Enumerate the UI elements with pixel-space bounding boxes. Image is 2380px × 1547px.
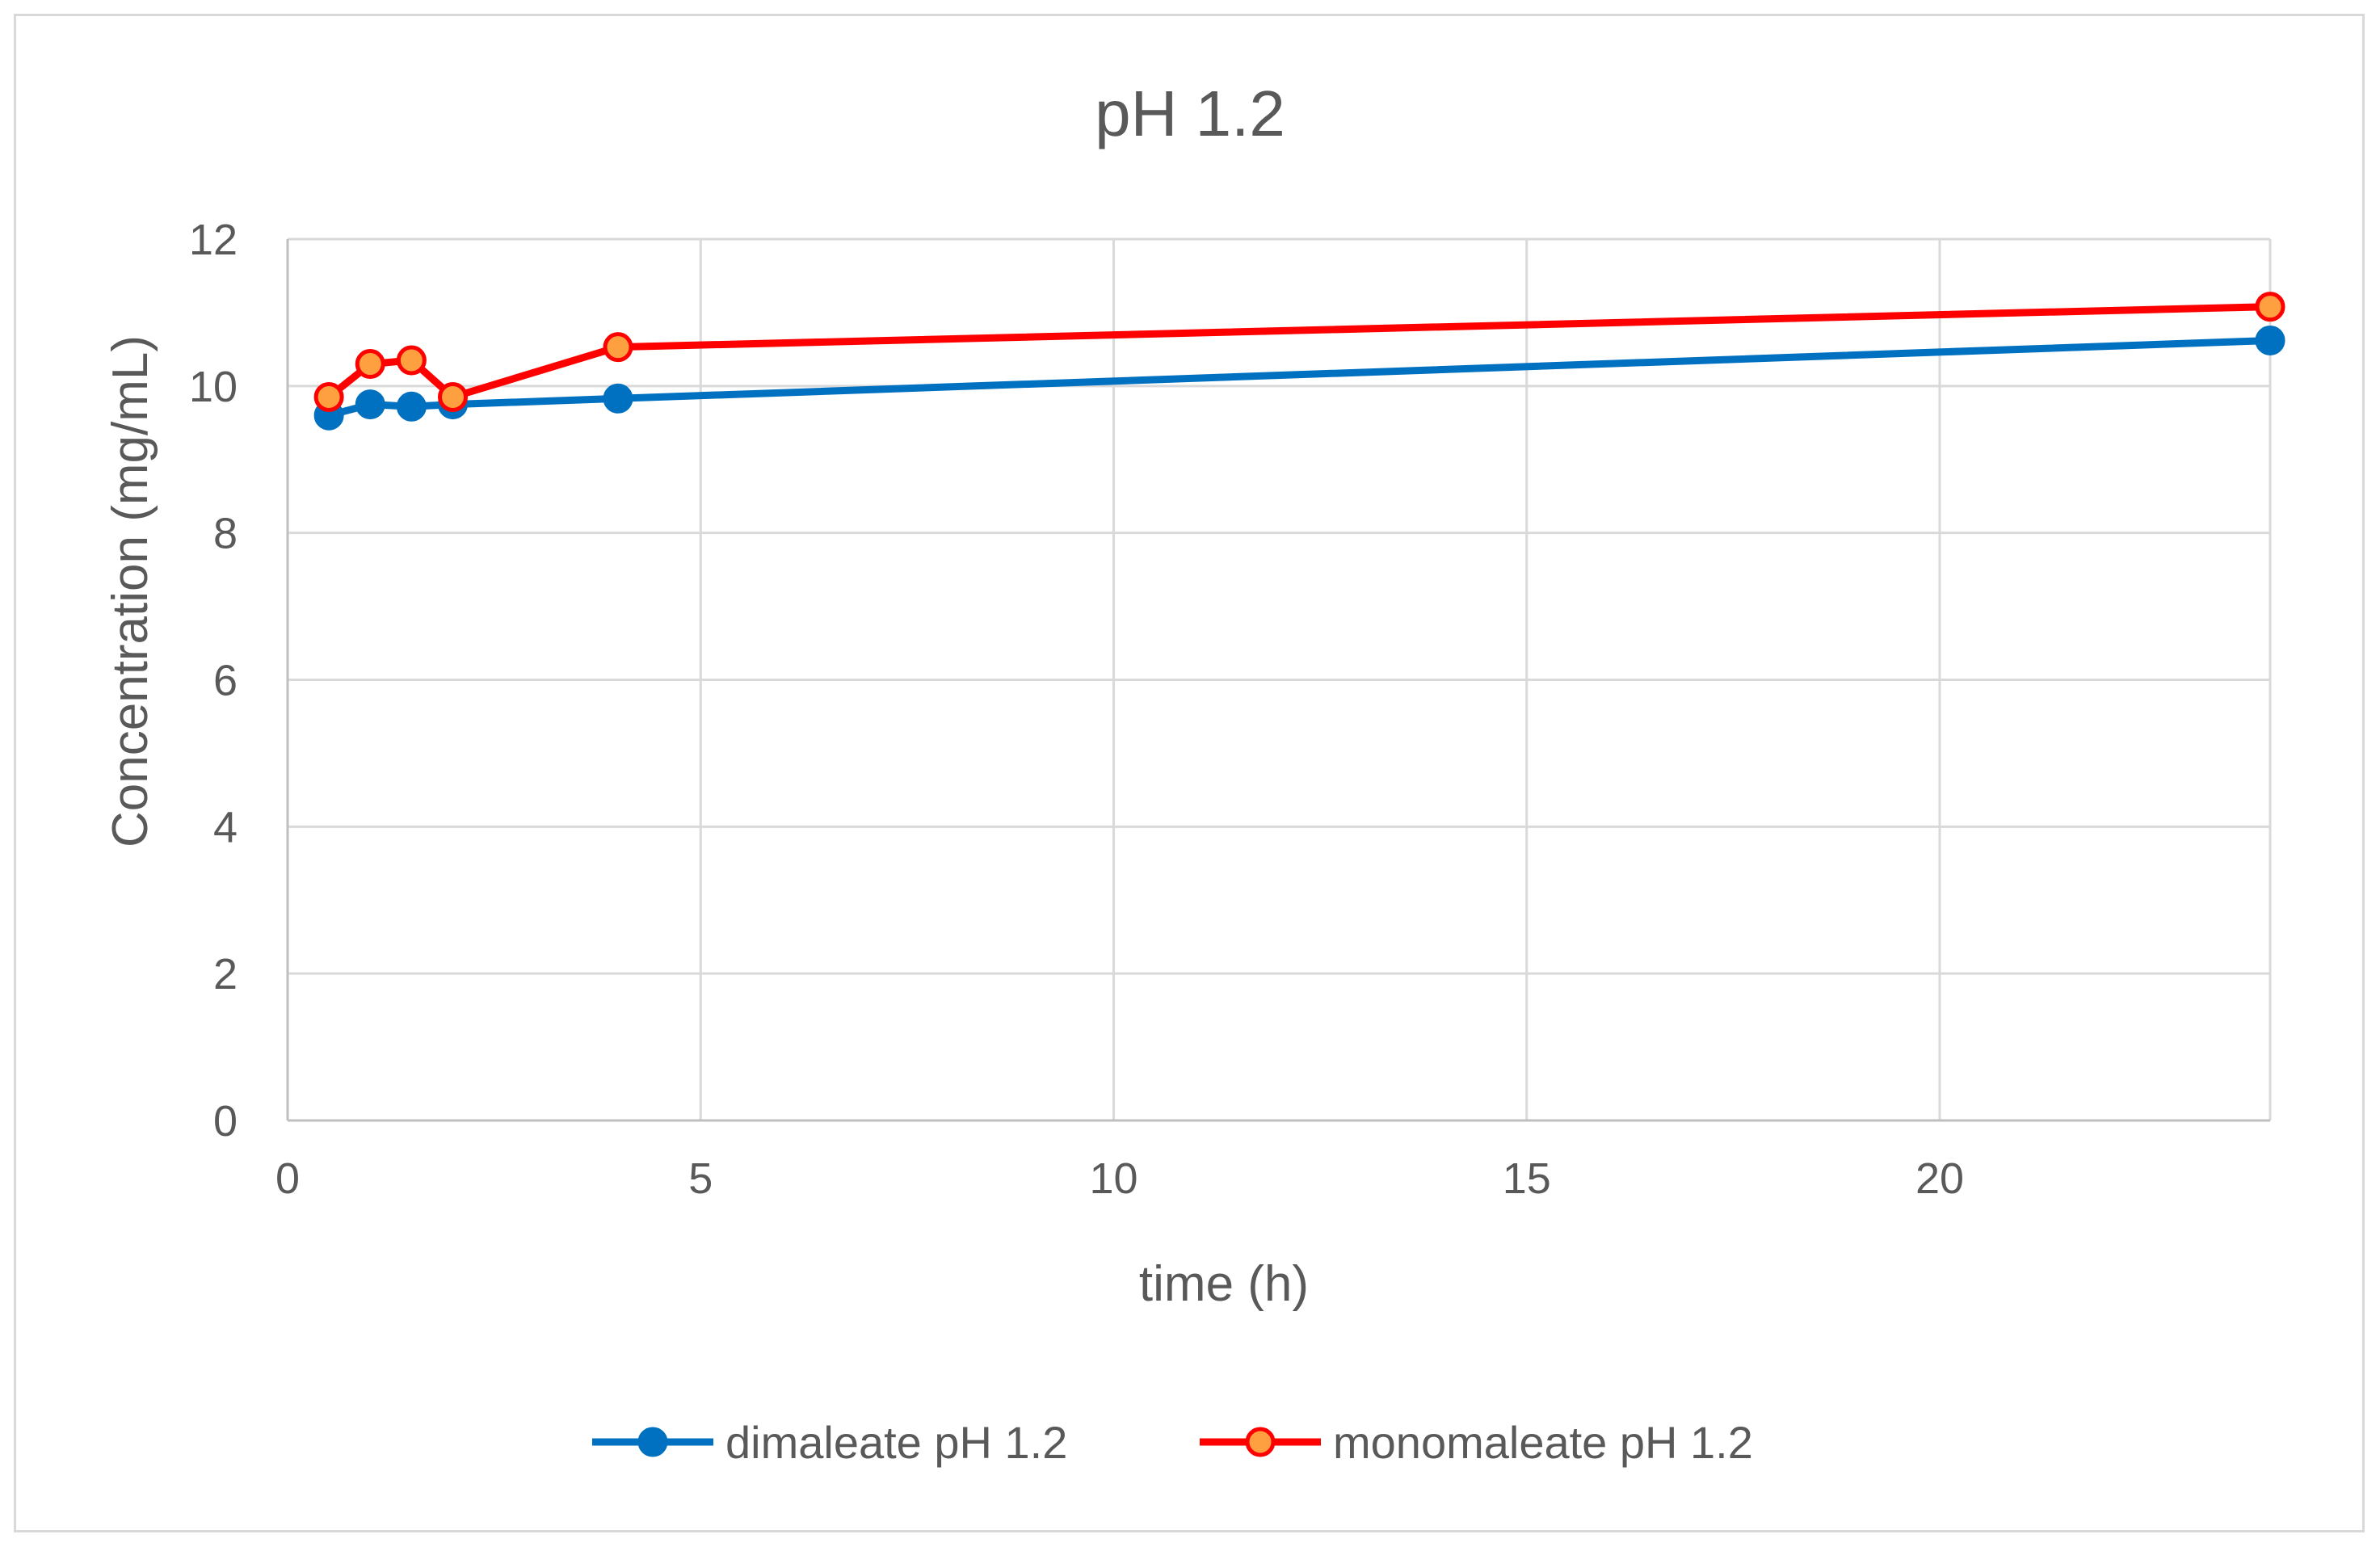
data-point — [355, 349, 385, 380]
legend: dimaleate pH 1.2 monomaleate pH 1.2 — [592, 1417, 1753, 1468]
legend-label: monomaleate pH 1.2 — [1333, 1417, 1753, 1468]
chart-title: pH 1.2 — [1095, 78, 1285, 149]
x-tick-label: 15 — [1503, 1154, 1551, 1203]
x-axis-label: time (h) — [1139, 1256, 1309, 1312]
y-tick-label: 12 — [189, 216, 238, 264]
x-tick-label: 10 — [1089, 1154, 1137, 1203]
x-tick-label: 20 — [1915, 1154, 1964, 1203]
legend-swatch-marker — [1245, 1427, 1276, 1457]
y-tick-label: 6 — [213, 657, 238, 705]
data-point — [396, 391, 427, 422]
y-tick-label: 8 — [213, 510, 238, 558]
chart-frame — [14, 14, 2365, 1532]
data-point — [355, 389, 385, 420]
x-tick-label: 5 — [688, 1154, 713, 1203]
data-point — [396, 345, 427, 376]
x-tick-label: 0 — [275, 1154, 300, 1203]
grid — [288, 238, 2272, 1120]
y-tick-label: 4 — [213, 803, 238, 851]
legend-entry: monomaleate pH 1.2 — [1200, 1417, 1753, 1468]
legend-swatch-marker — [637, 1427, 668, 1457]
data-point — [2255, 325, 2285, 355]
data-point — [2255, 292, 2285, 322]
y-tick-label: 10 — [189, 363, 238, 411]
legend-label: dimaleate pH 1.2 — [725, 1417, 1067, 1468]
tick-labels: 0 2 4 6 8 10 12 0 5 10 15 20 — [189, 216, 1964, 1203]
data-point — [603, 332, 633, 363]
data-point — [603, 383, 633, 414]
y-axis-label: Concentration (mg/mL) — [103, 335, 158, 847]
data-point — [313, 381, 344, 412]
data-point — [438, 381, 468, 412]
series-1 — [313, 292, 2285, 412]
legend-entry: dimaleate pH 1.2 — [592, 1417, 1067, 1468]
y-tick-label: 0 — [213, 1097, 238, 1146]
y-tick-label: 2 — [213, 950, 238, 998]
series-layer — [313, 292, 2285, 431]
axes — [286, 239, 2270, 1122]
